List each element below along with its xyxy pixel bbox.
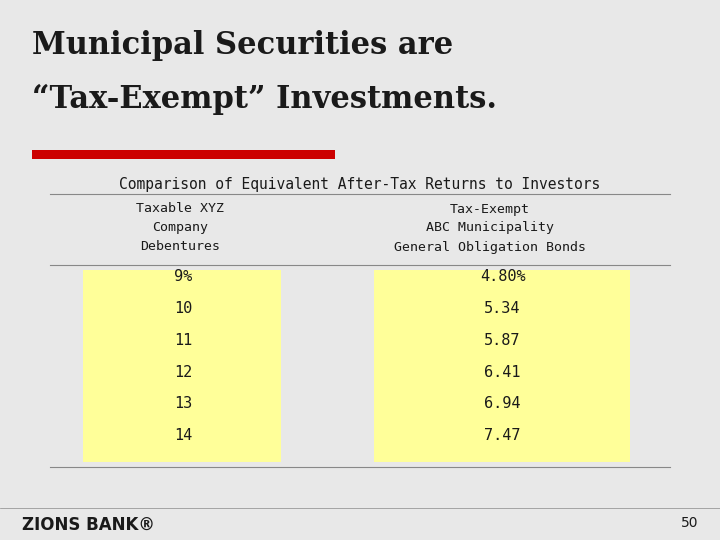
- Text: ZIONS BANK®: ZIONS BANK®: [22, 516, 155, 534]
- Text: 9%: 9%: [174, 269, 193, 284]
- Text: 12: 12: [174, 364, 193, 380]
- Text: Tax-Exempt
ABC Municipality
General Obligation Bonds: Tax-Exempt ABC Municipality General Obli…: [394, 202, 585, 253]
- Text: 7.47: 7.47: [485, 428, 521, 443]
- Text: Comparison of Equivalent After-Tax Returns to Investors: Comparison of Equivalent After-Tax Retur…: [120, 177, 600, 192]
- Text: 50: 50: [681, 516, 698, 530]
- Text: 10: 10: [174, 301, 193, 316]
- Text: 4.80%: 4.80%: [480, 269, 526, 284]
- Text: 14: 14: [174, 428, 193, 443]
- Text: Taxable XYZ
Company
Debentures: Taxable XYZ Company Debentures: [136, 202, 224, 253]
- Text: 11: 11: [174, 333, 193, 348]
- FancyBboxPatch shape: [374, 270, 630, 462]
- Text: 5.34: 5.34: [485, 301, 521, 316]
- Text: Municipal Securities are: Municipal Securities are: [32, 30, 454, 60]
- Text: 13: 13: [174, 396, 193, 411]
- Text: 6.41: 6.41: [485, 364, 521, 380]
- FancyBboxPatch shape: [32, 150, 335, 159]
- Text: 5.87: 5.87: [485, 333, 521, 348]
- Text: “Tax-Exempt” Investments.: “Tax-Exempt” Investments.: [32, 84, 498, 115]
- FancyBboxPatch shape: [83, 270, 281, 462]
- Text: 6.94: 6.94: [485, 396, 521, 411]
